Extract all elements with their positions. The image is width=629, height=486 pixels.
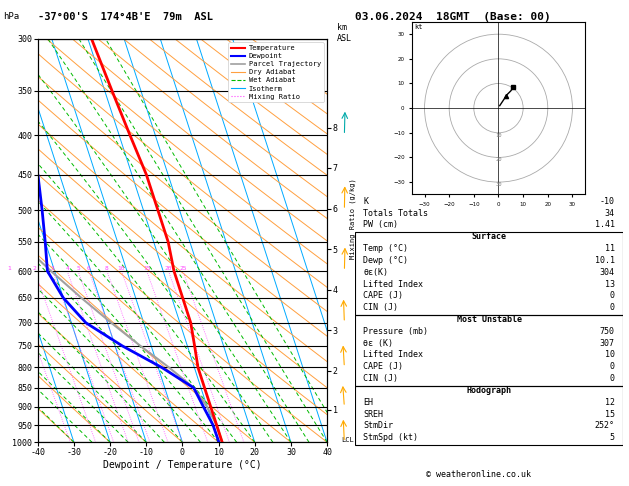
Text: 750: 750: [599, 327, 615, 336]
Text: 30: 30: [495, 182, 502, 187]
Bar: [355, 386, 623, 445]
Text: 10: 10: [495, 133, 502, 138]
Bar: [355, 315, 623, 386]
Text: StmSpd (kt): StmSpd (kt): [364, 433, 418, 442]
Text: Pressure (mb): Pressure (mb): [364, 327, 428, 336]
Text: 0: 0: [610, 303, 615, 312]
Text: 8: 8: [105, 266, 109, 271]
Text: 15: 15: [143, 266, 150, 271]
Text: 20: 20: [165, 266, 172, 271]
Text: 13: 13: [604, 279, 615, 289]
Text: 11: 11: [604, 244, 615, 253]
Text: SREH: SREH: [364, 410, 384, 418]
Text: -37°00'S  174°4B'E  79m  ASL: -37°00'S 174°4B'E 79m ASL: [38, 12, 213, 22]
Text: LCL: LCL: [342, 437, 354, 443]
Text: PW (cm): PW (cm): [364, 221, 398, 229]
Text: Dewp (°C): Dewp (°C): [364, 256, 408, 265]
Text: CAPE (J): CAPE (J): [364, 292, 403, 300]
Text: 20: 20: [495, 157, 502, 162]
Text: 10: 10: [118, 266, 125, 271]
Text: km: km: [337, 22, 347, 32]
Text: Mixing Ratio (g/kg): Mixing Ratio (g/kg): [349, 178, 355, 259]
Bar: [355, 232, 623, 315]
Text: 5: 5: [610, 433, 615, 442]
Text: CAPE (J): CAPE (J): [364, 362, 403, 371]
Text: 0: 0: [610, 374, 615, 383]
Text: 5: 5: [76, 266, 80, 271]
Text: 0: 0: [610, 362, 615, 371]
Text: 3: 3: [51, 266, 55, 271]
Text: CIN (J): CIN (J): [364, 303, 398, 312]
Text: 10.1: 10.1: [594, 256, 615, 265]
Text: Lifted Index: Lifted Index: [364, 350, 423, 360]
Text: Totals Totals: Totals Totals: [364, 208, 428, 218]
Text: EH: EH: [364, 398, 374, 407]
Text: CIN (J): CIN (J): [364, 374, 398, 383]
Text: ASL: ASL: [337, 34, 352, 43]
Text: θε(K): θε(K): [364, 268, 388, 277]
Text: 10: 10: [604, 350, 615, 360]
X-axis label: Dewpoint / Temperature (°C): Dewpoint / Temperature (°C): [103, 460, 262, 469]
Text: 12: 12: [604, 398, 615, 407]
Text: 0: 0: [610, 292, 615, 300]
Text: Hodograph: Hodograph: [467, 386, 511, 395]
Text: StmDir: StmDir: [364, 421, 393, 431]
Text: Lifted Index: Lifted Index: [364, 279, 423, 289]
Text: Surface: Surface: [472, 232, 506, 241]
Text: K: K: [364, 197, 369, 206]
Text: 6: 6: [87, 266, 91, 271]
Text: 25: 25: [179, 266, 187, 271]
Text: Most Unstable: Most Unstable: [457, 315, 521, 324]
Text: θε (K): θε (K): [364, 339, 393, 347]
Legend: Temperature, Dewpoint, Parcel Trajectory, Dry Adiabat, Wet Adiabat, Isotherm, Mi: Temperature, Dewpoint, Parcel Trajectory…: [228, 42, 323, 103]
Text: © weatheronline.co.uk: © weatheronline.co.uk: [426, 469, 530, 479]
Text: 34: 34: [604, 208, 615, 218]
Text: 4: 4: [65, 266, 69, 271]
Text: 1: 1: [8, 266, 11, 271]
Text: 2: 2: [33, 266, 36, 271]
Text: 1.41: 1.41: [594, 221, 615, 229]
Text: hPa: hPa: [3, 12, 19, 21]
Text: -10: -10: [599, 197, 615, 206]
Text: 15: 15: [604, 410, 615, 418]
Text: 252°: 252°: [594, 421, 615, 431]
Text: 03.06.2024  18GMT  (Base: 00): 03.06.2024 18GMT (Base: 00): [355, 12, 551, 22]
Text: Temp (°C): Temp (°C): [364, 244, 408, 253]
Text: 304: 304: [599, 268, 615, 277]
Text: kt: kt: [415, 24, 423, 30]
Text: 307: 307: [599, 339, 615, 347]
